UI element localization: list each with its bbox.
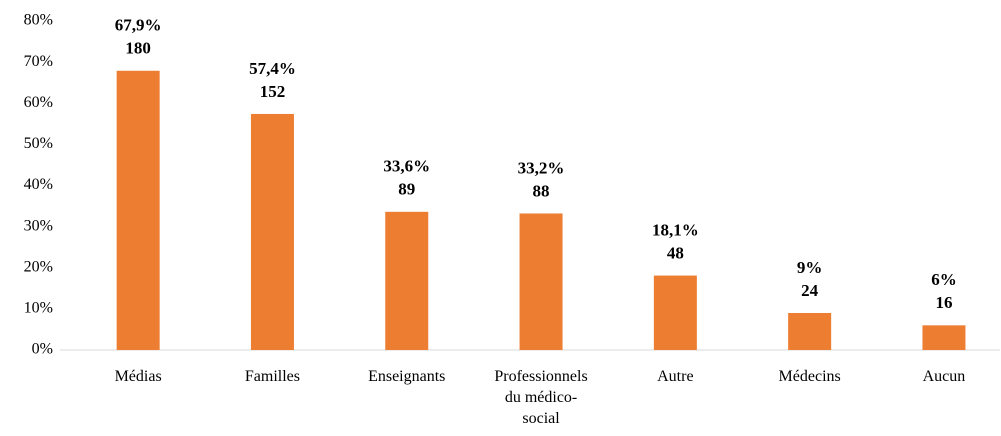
x-tick-label: Aucun — [922, 368, 966, 385]
x-tick-label: Enseignants — [368, 368, 446, 385]
value-label: 9% — [797, 258, 823, 277]
count-label: 24 — [801, 281, 819, 300]
y-tick-label: 70% — [24, 53, 53, 70]
value-label: 18,1% — [652, 220, 699, 239]
x-tick-label: Médecins — [778, 368, 841, 385]
x-tick-label: Autre — [657, 368, 694, 385]
bar — [250, 113, 294, 350]
x-tick-label: Professionnels du médico-social — [494, 368, 588, 427]
count-label: 88 — [533, 181, 550, 200]
bar — [519, 213, 563, 350]
y-tick-label: 80% — [24, 12, 53, 29]
y-tick-label: 60% — [24, 94, 53, 111]
y-tick-label: 10% — [24, 300, 53, 317]
count-label: 89 — [398, 180, 415, 199]
bar — [116, 70, 160, 350]
y-tick-label: 40% — [24, 176, 53, 193]
y-tick-label: 20% — [24, 258, 53, 275]
value-label: 33,2% — [518, 158, 565, 177]
count-label: 152 — [260, 82, 286, 101]
y-tick-label: 30% — [24, 217, 53, 234]
count-label: 16 — [935, 293, 952, 312]
x-tick-label: Médias — [114, 368, 162, 385]
bar — [385, 211, 429, 350]
y-tick-label: 50% — [24, 135, 53, 152]
x-tick-label: Familles — [244, 368, 300, 385]
bar — [922, 325, 966, 350]
count-label: 180 — [125, 39, 151, 58]
count-label: 48 — [667, 243, 684, 262]
value-label: 6% — [931, 270, 957, 289]
y-tick-label: 0% — [32, 341, 53, 358]
value-label: 57,4% — [249, 59, 296, 78]
value-label: 67,9% — [115, 16, 162, 35]
bar — [788, 312, 832, 350]
bar — [653, 275, 697, 350]
value-label: 33,6% — [383, 157, 430, 176]
